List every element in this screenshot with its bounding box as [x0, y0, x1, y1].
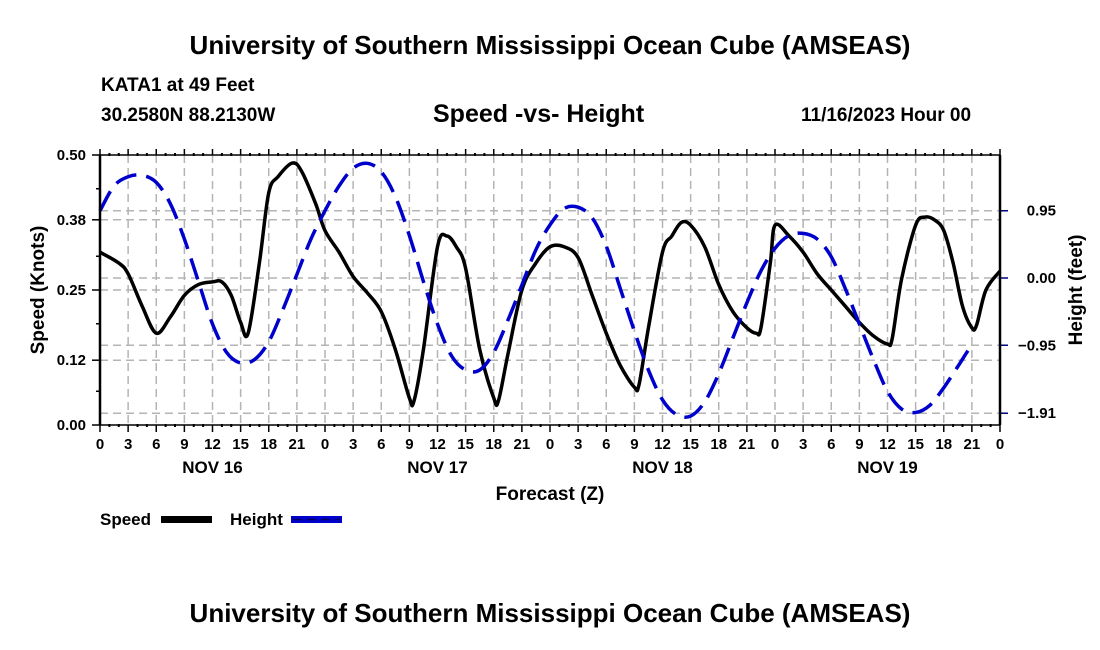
y-axis-title: Speed (Knots) [28, 226, 49, 355]
x-tick-label: 6 [152, 436, 160, 453]
plot-frame [98, 154, 1002, 426]
x-tick-label: 12 [879, 436, 896, 453]
x-tick-label: 3 [574, 436, 582, 453]
day-label: NOV 18 [632, 458, 692, 477]
y-tick-label: 0.38 [57, 212, 86, 229]
x-tick-label: 18 [710, 436, 727, 453]
x-tick-label: 0 [96, 436, 104, 453]
x-tick-label: 9 [855, 436, 863, 453]
x-tick-label: 3 [799, 436, 807, 453]
x-tick-label: 21 [289, 436, 306, 453]
legend: Speed Height [100, 510, 342, 529]
y2-tick-label: 0.00 [1027, 270, 1056, 287]
x-tick-label: 6 [827, 436, 835, 453]
x-tick-label: 0 [771, 436, 779, 453]
series-line-height [98, 161, 974, 420]
series-line-speed [99, 161, 1002, 408]
chart-subtitle: Speed -vs- Height [433, 100, 645, 128]
day-label: NOV 16 [182, 458, 242, 477]
x-tick-label: 0 [546, 436, 554, 453]
x-tick-label: 6 [377, 436, 385, 453]
y2-tick-label: 0.95 [1027, 203, 1056, 220]
x-tick-label: 15 [457, 436, 474, 453]
coordinates-label: 30.2580N 88.2130W [101, 105, 276, 126]
footer-title: University of Southern Mississippi Ocean… [189, 598, 911, 628]
x-tick-label: 9 [405, 436, 413, 453]
axis-labels: 0 3 6 9 12 15 18 21 0 3 6 9 12 15 18 21 0 3 6 9 12 15 18 21 0 3 6 9… [57, 147, 1056, 477]
x-tick-label: 18 [935, 436, 952, 453]
y2-axis-title: Height (feet) [1066, 235, 1087, 346]
y2-tick-label: −0.95 [1018, 337, 1056, 354]
x-tick-label: 15 [682, 436, 699, 453]
x-tick-label: 15 [232, 436, 249, 453]
y-tick-label: 0.00 [57, 417, 86, 434]
legend-swatch-speed [161, 516, 212, 523]
x-tick-label: 18 [260, 436, 277, 453]
x-tick-label: 12 [429, 436, 446, 453]
legend-label-speed: Speed [100, 510, 151, 529]
x-tick-label: 21 [739, 436, 756, 453]
x-tick-label: 0 [321, 436, 329, 453]
series-lines [98, 161, 1002, 420]
day-label: NOV 17 [407, 458, 467, 477]
legend-label-height: Height [230, 510, 283, 529]
day-label: NOV 19 [857, 458, 917, 477]
x-tick-label: 9 [630, 436, 638, 453]
grid-lines [100, 155, 1000, 425]
x-tick-label: 15 [907, 436, 924, 453]
x-tick-label: 9 [180, 436, 188, 453]
x-tick-label: 21 [514, 436, 531, 453]
x-axis-title: Forecast (Z) [496, 484, 605, 505]
station-label: KATA1 at 49 Feet [101, 75, 255, 96]
y-tick-label: 0.25 [57, 282, 86, 299]
x-tick-label: 21 [964, 436, 981, 453]
y-tick-label: 0.50 [57, 147, 86, 164]
forecast-datetime: 11/16/2023 Hour 00 [801, 105, 972, 126]
y2-tick-label: −1.91 [1018, 405, 1056, 422]
x-tick-label: 0 [996, 436, 1004, 453]
legend-swatch-height [291, 516, 342, 523]
x-tick-label: 3 [124, 436, 132, 453]
y-tick-label: 0.12 [57, 352, 86, 369]
x-tick-label: 12 [654, 436, 671, 453]
x-tick-label: 6 [602, 436, 610, 453]
x-tick-label: 3 [349, 436, 357, 453]
x-tick-label: 18 [485, 436, 502, 453]
x-tick-label: 12 [204, 436, 221, 453]
main-title: University of Southern Mississippi Ocean… [189, 30, 911, 60]
